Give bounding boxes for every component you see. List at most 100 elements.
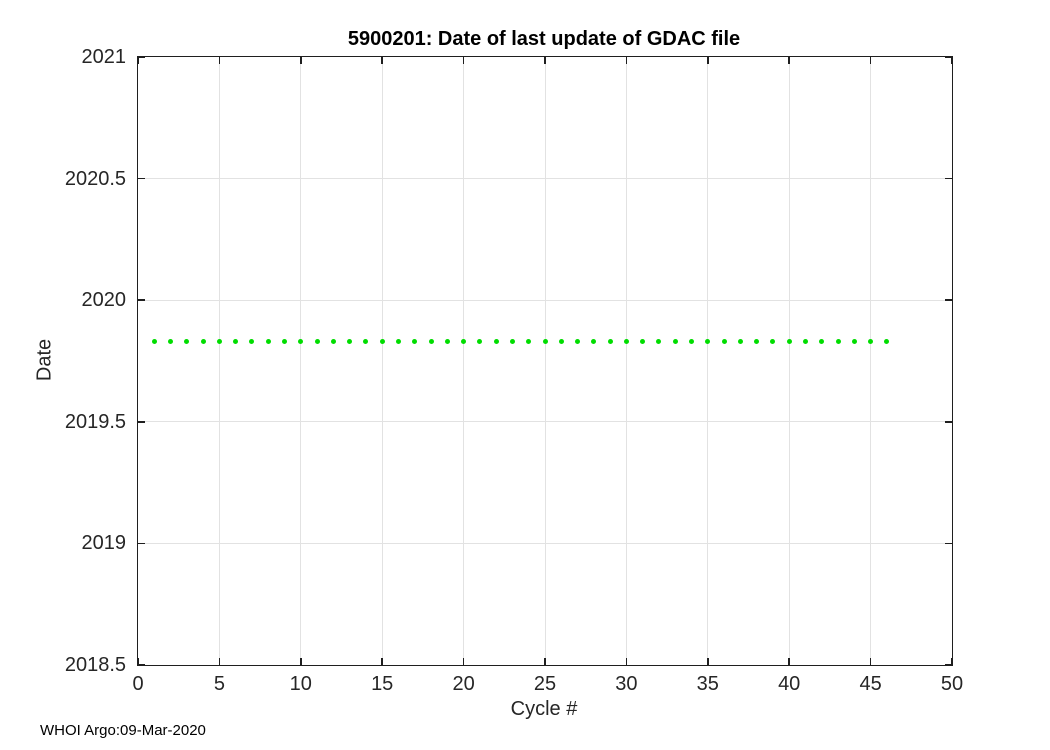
data-point: [705, 339, 711, 345]
x-tick-mark-top: [707, 57, 709, 64]
y-tick-mark-right: [945, 421, 952, 423]
x-tick-label: 30: [615, 673, 638, 695]
data-point: [607, 339, 613, 345]
x-tick-label: 0: [132, 673, 144, 695]
y-tick-mark: [138, 421, 145, 423]
gridline-x: [544, 57, 546, 665]
y-tick-mark: [138, 299, 145, 301]
data-point: [770, 339, 776, 345]
x-tick-mark: [137, 658, 139, 665]
data-point: [249, 339, 255, 345]
gridline-y: [138, 542, 952, 544]
gridline-x: [707, 57, 709, 665]
data-point: [363, 339, 369, 345]
y-tick-mark-right: [945, 542, 952, 545]
y-tick-label: 2018.5: [64, 654, 126, 676]
y-tick-label: 2019: [81, 532, 127, 555]
x-tick-mark: [788, 658, 790, 665]
gridline-x: [300, 57, 302, 665]
x-tick-label: 15: [371, 673, 394, 695]
x-tick-label: 45: [859, 673, 882, 695]
data-point: [623, 339, 629, 345]
x-tick-label: 20: [452, 673, 475, 695]
data-point: [868, 339, 874, 345]
data-point: [216, 339, 222, 345]
data-point: [151, 339, 157, 345]
data-point: [575, 339, 581, 345]
data-point: [330, 339, 336, 345]
gridline-y: [138, 178, 952, 180]
data-point: [591, 339, 597, 345]
data-point: [379, 339, 385, 345]
watermark-credit: WHOI Argo:09-Mar-2020: [40, 722, 206, 739]
data-point: [884, 339, 890, 345]
gridline-y: [138, 299, 952, 301]
data-point: [477, 339, 483, 345]
y-tick-mark: [138, 56, 145, 58]
data-point: [395, 339, 401, 345]
data-point: [412, 339, 418, 345]
y-axis-label: Date: [33, 338, 56, 382]
data-point: [493, 339, 499, 345]
x-tick-mark: [869, 658, 872, 665]
data-point: [542, 339, 548, 345]
data-point: [347, 339, 353, 345]
y-tick-mark: [138, 664, 145, 666]
x-tick-label: 10: [289, 673, 312, 695]
x-tick-label: 40: [778, 673, 801, 695]
y-tick-label: 2020: [81, 289, 127, 312]
data-point: [461, 339, 467, 345]
data-point: [428, 339, 434, 345]
gridline-x: [625, 57, 627, 665]
y-tick-label: 2019.5: [64, 410, 126, 433]
x-tick-mark: [462, 658, 465, 665]
y-tick-mark-right: [945, 299, 952, 301]
y-tick-mark-right: [945, 664, 952, 666]
x-tick-label: 50: [940, 673, 964, 695]
data-point: [656, 339, 662, 345]
data-point: [282, 339, 288, 345]
data-point: [754, 339, 760, 345]
y-tick-mark-right: [945, 177, 952, 180]
y-tick-label: 2020.5: [64, 167, 126, 190]
data-point: [184, 339, 190, 345]
data-point: [314, 339, 320, 345]
data-point: [168, 339, 174, 345]
data-point: [298, 339, 304, 345]
x-tick-mark: [300, 658, 302, 665]
gridline-x: [381, 57, 383, 665]
gridline-y: [138, 421, 952, 423]
x-tick-mark-top: [462, 57, 465, 64]
x-tick-mark-top: [218, 57, 221, 64]
chart-title: 5900201: Date of last update of GDAC fil…: [347, 28, 741, 50]
data-point: [786, 339, 792, 345]
x-tick-mark: [544, 658, 546, 665]
x-tick-mark: [218, 658, 221, 665]
data-point: [737, 339, 743, 345]
y-tick-label: 2021: [81, 46, 127, 68]
data-point: [233, 339, 239, 345]
x-tick-mark-top: [951, 57, 953, 64]
plot-area: 0 5 10 15 20 25 30 35 40 45 50 2018.5 2019 2019.5 2020…: [65, 47, 963, 695]
x-tick-label: 5: [213, 673, 225, 695]
data-point: [802, 339, 808, 345]
x-tick-mark-top: [300, 57, 302, 64]
data-point: [835, 339, 841, 345]
x-tick-label: 35: [696, 673, 719, 695]
x-tick-mark: [951, 658, 953, 665]
data-point: [851, 339, 857, 345]
x-tick-mark: [381, 658, 383, 665]
x-tick-mark-top: [381, 57, 383, 64]
x-tick-label: 25: [533, 673, 557, 695]
data-point: [200, 339, 206, 345]
data-point: [558, 339, 564, 345]
x-tick-mark-top: [625, 57, 628, 64]
data-point: [721, 339, 727, 345]
gridline-x: [463, 57, 465, 665]
y-tick-mark: [138, 177, 145, 180]
data-point: [526, 339, 532, 345]
x-tick-mark-top: [788, 57, 790, 64]
gridline-x: [788, 57, 790, 665]
gridline-x: [218, 57, 220, 665]
